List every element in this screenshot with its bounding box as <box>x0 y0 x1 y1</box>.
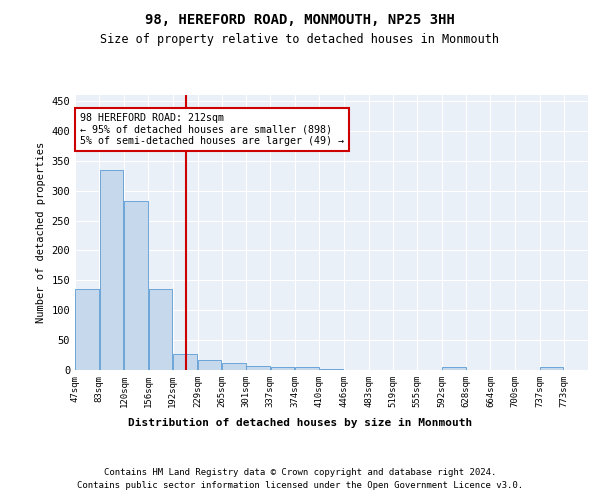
Bar <box>247 366 270 370</box>
Bar <box>222 364 245 370</box>
Text: 98, HEREFORD ROAD, MONMOUTH, NP25 3HH: 98, HEREFORD ROAD, MONMOUTH, NP25 3HH <box>145 12 455 26</box>
Text: Size of property relative to detached houses in Monmouth: Size of property relative to detached ho… <box>101 32 499 46</box>
Bar <box>100 170 123 370</box>
Bar <box>173 354 197 370</box>
Bar <box>295 367 319 370</box>
Text: 98 HEREFORD ROAD: 212sqm
← 95% of detached houses are smaller (898)
5% of semi-d: 98 HEREFORD ROAD: 212sqm ← 95% of detach… <box>80 113 344 146</box>
Bar <box>540 367 563 370</box>
Bar <box>149 290 172 370</box>
Bar <box>198 360 221 370</box>
Bar <box>442 367 466 370</box>
Y-axis label: Number of detached properties: Number of detached properties <box>36 142 46 323</box>
Text: Contains HM Land Registry data © Crown copyright and database right 2024.: Contains HM Land Registry data © Crown c… <box>104 468 496 477</box>
Bar <box>124 202 148 370</box>
Text: Distribution of detached houses by size in Monmouth: Distribution of detached houses by size … <box>128 418 472 428</box>
Text: Contains public sector information licensed under the Open Government Licence v3: Contains public sector information licen… <box>77 482 523 490</box>
Bar <box>76 290 99 370</box>
Bar <box>271 367 294 370</box>
